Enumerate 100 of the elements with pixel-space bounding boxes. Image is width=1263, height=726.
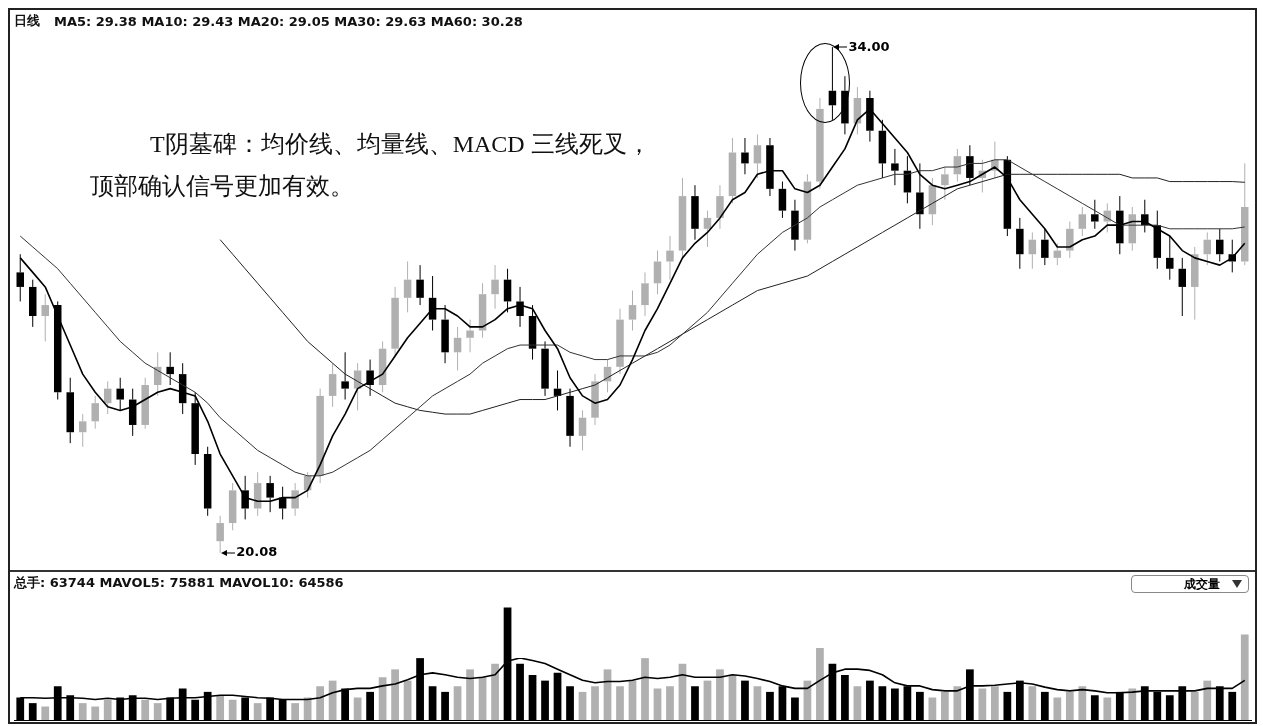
bar — [366, 691, 374, 720]
bar — [1103, 697, 1112, 720]
candlestick — [1203, 231, 1212, 266]
candlestick — [703, 210, 712, 248]
bar — [491, 663, 499, 720]
candlestick — [578, 409, 587, 451]
annotation: 34.00 — [848, 38, 890, 54]
bar — [1065, 691, 1074, 720]
candlestick — [516, 286, 524, 328]
candlestick — [1116, 195, 1124, 255]
candlestick — [916, 162, 924, 230]
candlestick — [1241, 162, 1249, 266]
candlestick — [828, 46, 837, 121]
candlestick — [541, 340, 549, 397]
bar — [716, 669, 724, 720]
bar — [1228, 691, 1237, 720]
candlestick — [316, 388, 324, 484]
bar — [1028, 686, 1037, 720]
candlestick — [653, 250, 662, 295]
candlestick — [778, 181, 787, 219]
candlestick — [503, 268, 512, 313]
bar — [228, 699, 237, 720]
bar — [941, 691, 949, 720]
candlestick — [478, 282, 487, 339]
bar — [91, 706, 100, 720]
candlestick — [766, 137, 774, 197]
bar — [253, 703, 262, 720]
bar — [141, 699, 150, 720]
bar — [441, 691, 449, 720]
bar — [703, 680, 712, 720]
bar — [78, 703, 87, 720]
candlestick — [753, 133, 762, 179]
candlestick — [391, 286, 399, 357]
candlestick — [341, 351, 349, 401]
candlestick — [741, 137, 749, 175]
candlestick — [1216, 228, 1224, 262]
candlestick — [441, 304, 449, 364]
candlestick — [628, 290, 637, 332]
annotation: 20.08 — [236, 544, 278, 560]
bar — [990, 686, 999, 720]
bar — [553, 672, 562, 720]
annotation: T阴墓碑：均价线、均量线、MACD 三线死叉， — [150, 130, 651, 159]
bar — [766, 691, 774, 720]
text: 成交量 — [1184, 575, 1220, 593]
candlestick — [678, 177, 687, 259]
candlestick — [41, 293, 49, 342]
candlestick — [141, 377, 149, 430]
bar — [541, 680, 549, 720]
bar — [891, 688, 899, 720]
candlestick — [328, 362, 337, 408]
bar — [816, 648, 824, 720]
candlestick — [1028, 231, 1037, 270]
candlestick — [166, 351, 174, 386]
candlestick — [453, 326, 462, 371]
bar — [1053, 697, 1062, 720]
bar — [628, 680, 637, 720]
bar — [41, 706, 50, 720]
bar — [1040, 691, 1049, 720]
bar — [1003, 691, 1012, 720]
bar — [953, 686, 962, 720]
candlestick — [91, 395, 99, 430]
candlestick — [716, 184, 724, 230]
candlestick — [1078, 206, 1087, 237]
candlestick — [1066, 221, 1074, 259]
candlestick — [216, 515, 224, 554]
bar — [853, 686, 862, 720]
bar — [516, 663, 524, 720]
bar — [691, 686, 699, 720]
bar — [916, 691, 924, 720]
candlestick — [191, 391, 199, 466]
bar — [303, 697, 312, 720]
chart-subtitle: MA5: 29.38 MA10: 29.43 MA20: 29.05 MA30: 29.63 MA60: 30.28 — [54, 13, 523, 29]
candlestick — [891, 148, 899, 186]
candlestick — [966, 144, 974, 186]
candlestick — [366, 359, 374, 397]
candlestick — [641, 271, 649, 317]
bar — [28, 703, 37, 720]
candlestick — [1178, 257, 1187, 317]
bar — [1128, 688, 1137, 720]
candlestick — [591, 373, 599, 426]
candlestick — [66, 377, 74, 444]
candlestick — [203, 446, 212, 517]
candlestick — [816, 97, 824, 190]
candlestick — [116, 377, 124, 411]
candlestick — [403, 260, 412, 313]
bar — [753, 686, 762, 720]
annotation: 顶部确认信号更加有效。 — [90, 172, 354, 201]
candlestick — [791, 199, 799, 252]
candlestick — [1016, 217, 1024, 270]
bar — [1165, 695, 1174, 720]
chart-title: 日线 — [14, 12, 40, 30]
bar — [1240, 634, 1249, 720]
bar — [528, 675, 537, 720]
bar — [103, 699, 112, 720]
candlestick — [1191, 246, 1199, 321]
candlestick — [941, 166, 949, 201]
candlestick — [666, 235, 674, 281]
bar — [291, 703, 300, 720]
candlestick — [466, 319, 474, 353]
candlestick — [616, 308, 624, 375]
